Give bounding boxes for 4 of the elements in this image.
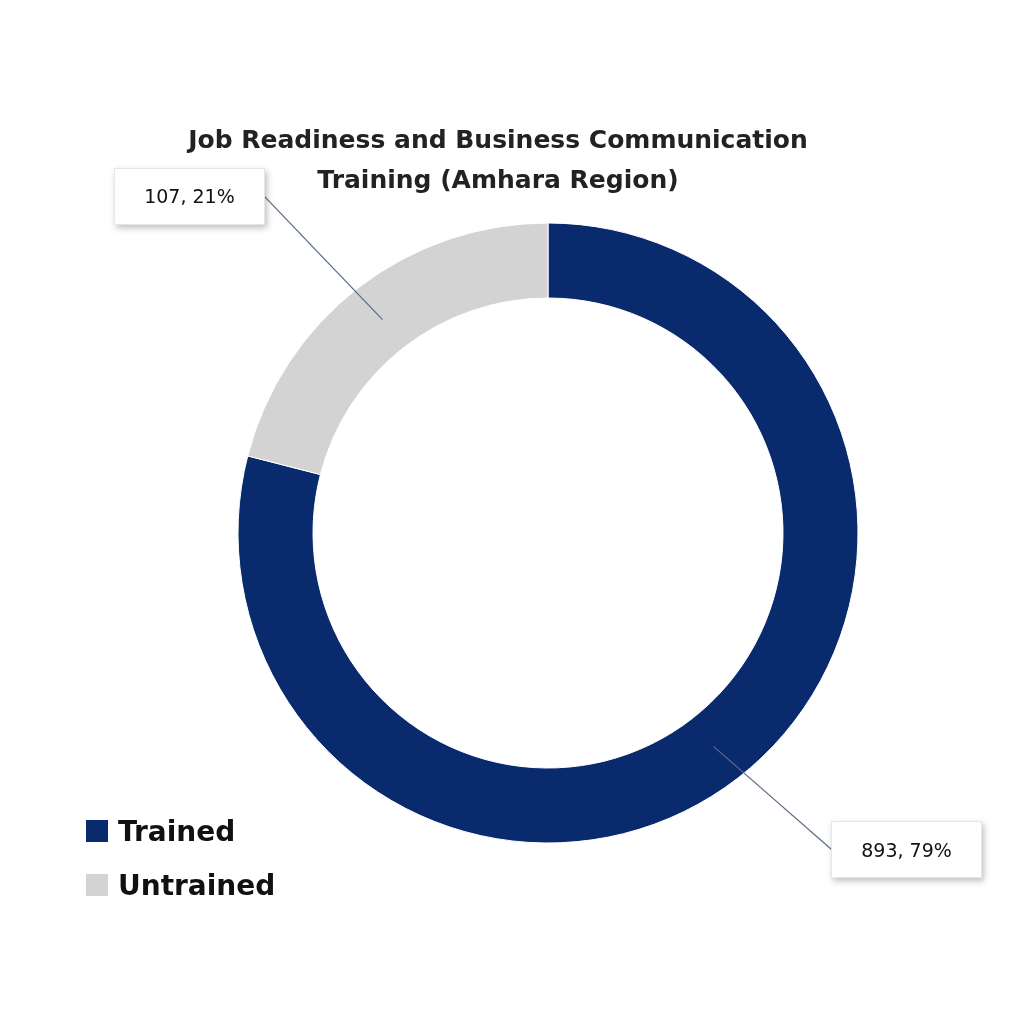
legend-label: Untrained xyxy=(118,868,276,902)
legend-label: Trained xyxy=(118,814,236,848)
donut-slice xyxy=(237,222,859,844)
data-label: 893, 79% xyxy=(861,838,952,861)
